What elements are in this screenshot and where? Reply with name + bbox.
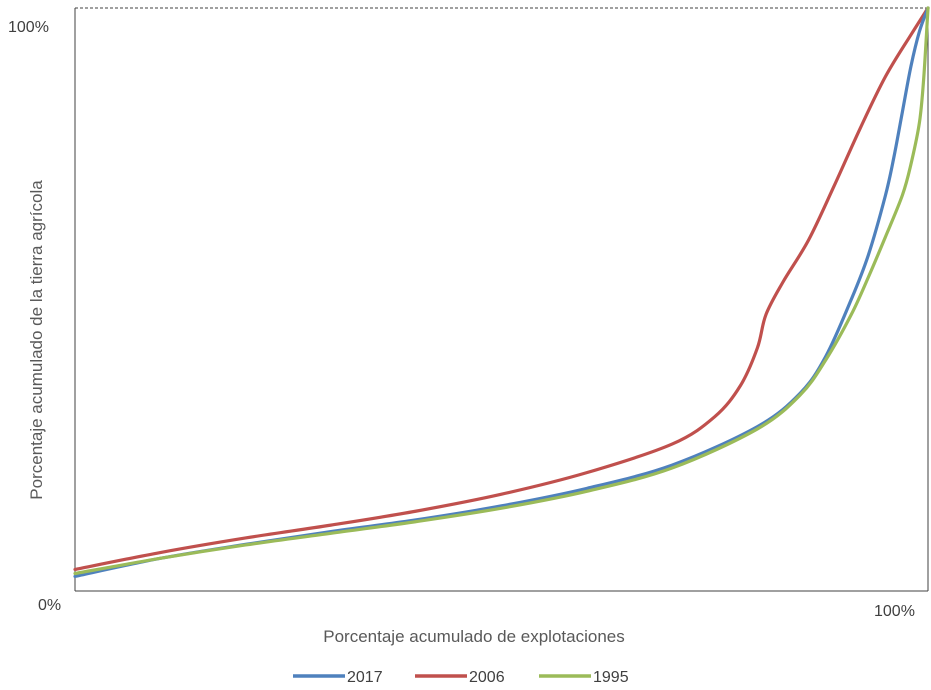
y-axis-title: Porcentaje acumulado de la tierra agríco… bbox=[27, 180, 46, 500]
series-line-2006 bbox=[73, 6, 930, 572]
series-line-2017 bbox=[73, 6, 930, 579]
legend-label-2006: 2006 bbox=[469, 669, 505, 686]
series-lines bbox=[73, 6, 930, 579]
plot-area bbox=[74, 7, 929, 592]
legend-label-1995: 1995 bbox=[593, 669, 629, 686]
x-axis-title: Porcentaje acumulado de explotaciones bbox=[323, 627, 624, 646]
y-tick-label-max: 100% bbox=[8, 19, 49, 36]
y-tick-label-min: 0% bbox=[38, 597, 61, 614]
legend-label-2017: 2017 bbox=[347, 669, 383, 686]
legend: 2017 2006 1995 bbox=[293, 669, 629, 686]
x-tick-label-max: 100% bbox=[874, 603, 915, 620]
series-line-1995 bbox=[73, 6, 930, 576]
